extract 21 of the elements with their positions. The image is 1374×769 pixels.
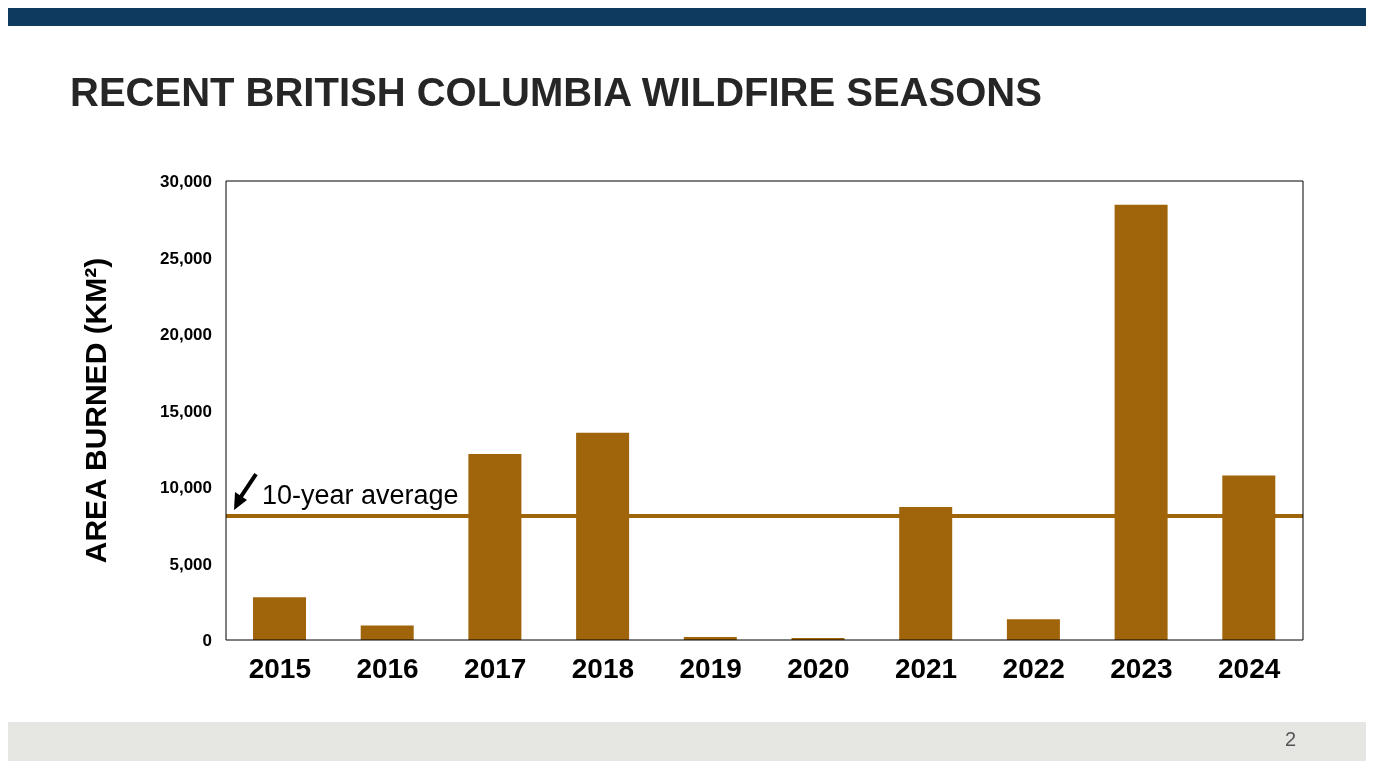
y-tick-label: 25,000 xyxy=(160,248,212,268)
chart-title: RECENT BRITISH COLUMBIA WILDFIRE SEASONS xyxy=(70,70,1042,115)
x-tick-label: 2020 xyxy=(787,652,850,684)
y-tick-label: 10,000 xyxy=(160,478,212,498)
x-tick-label: 2024 xyxy=(1218,652,1281,684)
x-tick-label: 2021 xyxy=(894,652,958,684)
text: 2 xyxy=(1284,728,1296,751)
y-tick-label: 0 xyxy=(202,631,212,651)
x-tick-label: 2023 xyxy=(1110,652,1173,684)
x-tick-label: 2018 xyxy=(571,652,635,684)
x-tick-label: 2017 xyxy=(464,652,527,684)
y-tick-label: 5,000 xyxy=(169,554,212,574)
ref-line-label: 10-year average xyxy=(262,480,459,511)
x-tick-label: 2019 xyxy=(679,652,742,684)
y-tick-label: 30,000 xyxy=(160,172,212,192)
x-tick-label: 2015 xyxy=(248,652,311,684)
x-tick-label: 2016 xyxy=(356,652,419,684)
x-tick-label: 2022 xyxy=(1002,652,1065,684)
y-tick-label: 15,000 xyxy=(160,401,212,421)
y-axis-title: AREA BURNED (KM²) xyxy=(78,257,112,564)
y-tick-label: 20,000 xyxy=(160,325,212,345)
